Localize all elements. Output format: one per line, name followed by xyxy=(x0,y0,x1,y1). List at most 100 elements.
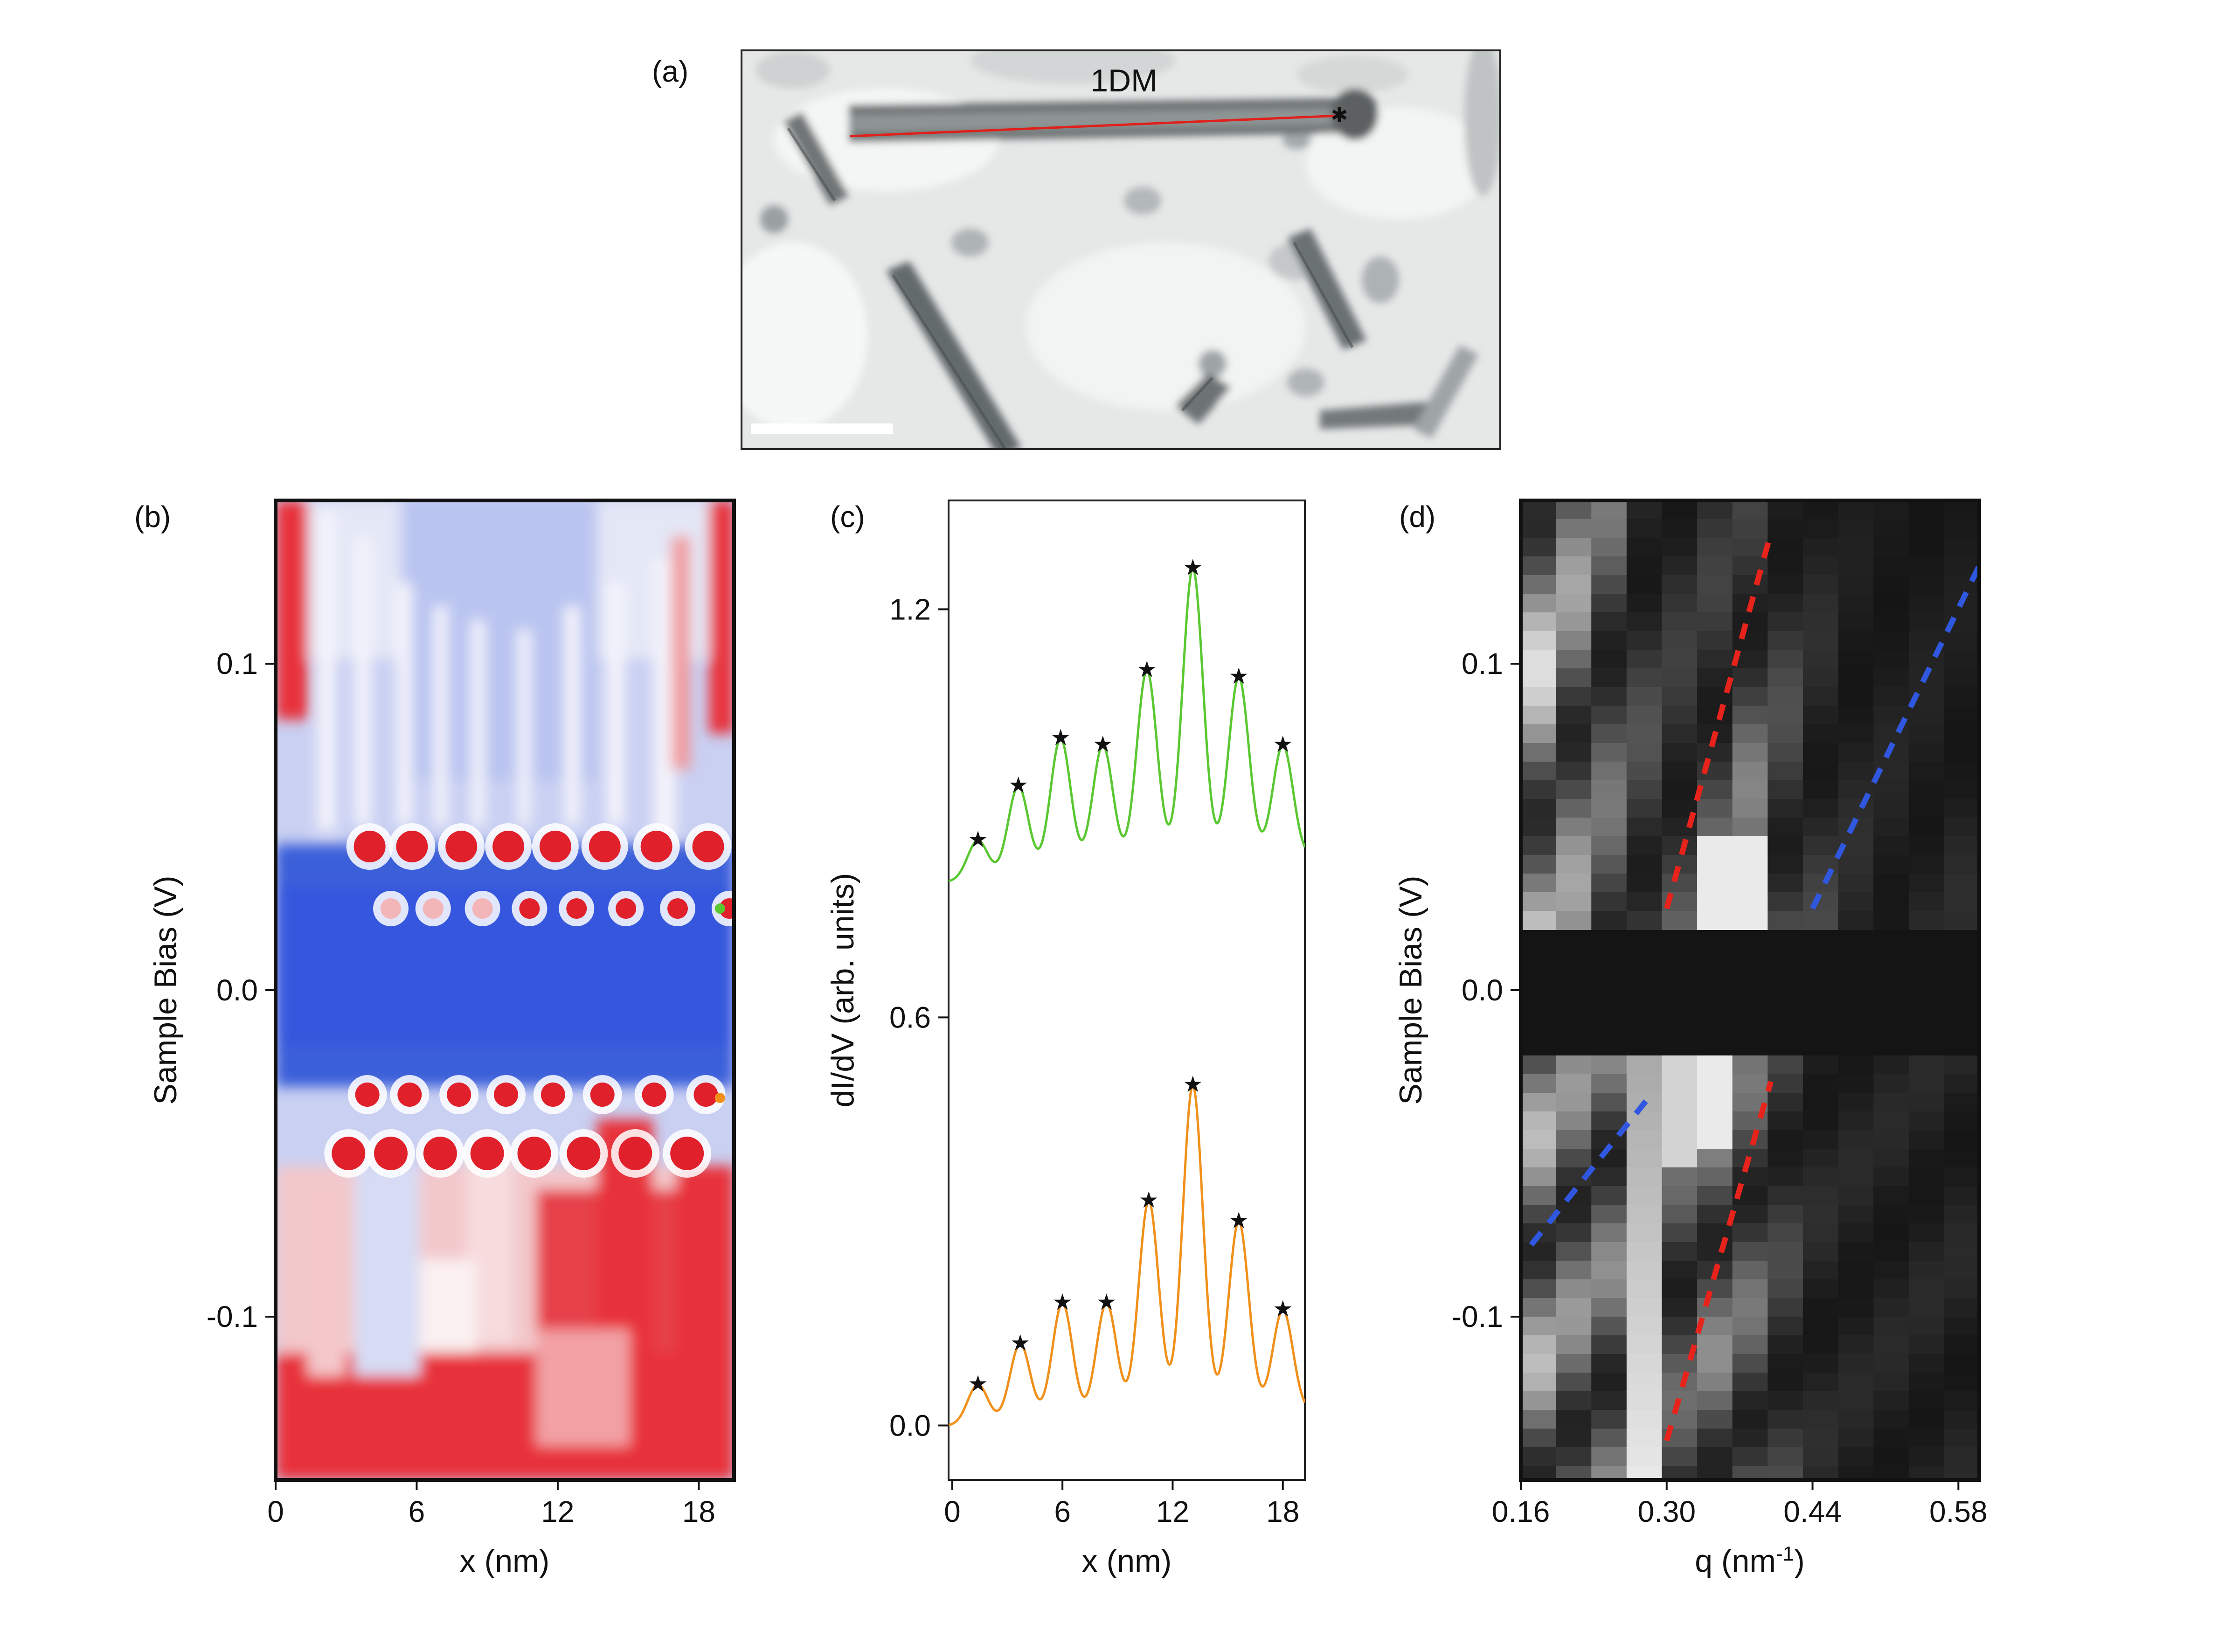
fft-cell xyxy=(1662,1186,1698,1205)
y-tick-label: 0.0 xyxy=(889,1409,931,1442)
fft-cell xyxy=(1944,1149,1979,1168)
fft-cell xyxy=(1908,762,1945,781)
fft-cell xyxy=(1873,1429,1909,1448)
fft-cell xyxy=(1768,1429,1803,1448)
fft-cell xyxy=(1838,575,1874,594)
fft-cell xyxy=(1626,1130,1663,1149)
fft-column-strips xyxy=(1521,500,1979,1480)
fft-cell xyxy=(1838,1279,1874,1298)
peak-spot xyxy=(589,831,621,862)
fft-cell xyxy=(1873,1074,1909,1093)
fft-cell xyxy=(1802,1167,1839,1187)
fft-cell xyxy=(1802,668,1839,687)
fft-cell xyxy=(1838,1335,1874,1354)
fft-cell xyxy=(1944,855,1979,874)
peak-star-icon: ★ xyxy=(1273,1297,1293,1321)
panel-b-ylabel: Sample Bias (V) xyxy=(148,875,183,1104)
fft-cell xyxy=(1768,1354,1803,1373)
fft-cell xyxy=(1768,1111,1803,1131)
fft-cell xyxy=(1838,650,1874,669)
peak-spot xyxy=(640,831,672,862)
fft-cell xyxy=(1556,1373,1592,1392)
fft-cell xyxy=(1521,706,1557,725)
fft-cell xyxy=(1556,1447,1592,1466)
fft-cell xyxy=(1802,1242,1839,1261)
fft-cell xyxy=(1838,1466,1874,1480)
fft-cell xyxy=(1838,1111,1874,1131)
y-tick-label: -0.1 xyxy=(207,1300,258,1333)
fft-cell xyxy=(1626,1298,1663,1317)
fft-cell xyxy=(1626,612,1663,632)
fft-cell xyxy=(1768,1373,1803,1392)
bias-map-peak-spots xyxy=(324,823,734,1178)
fft-cell xyxy=(1626,836,1663,855)
fft-cell xyxy=(1944,1242,1979,1261)
fft-cell xyxy=(1556,1223,1592,1242)
fft-cell xyxy=(1838,1055,1874,1075)
fft-cell xyxy=(1838,1093,1874,1112)
fft-cell xyxy=(1662,1410,1698,1429)
fft-cell xyxy=(1521,836,1557,855)
fft-cell xyxy=(1626,911,1663,930)
fft-cell xyxy=(1873,1317,1909,1336)
fft-cell xyxy=(1556,892,1592,911)
peak-spot xyxy=(354,831,386,862)
fft-cell xyxy=(1732,538,1768,557)
fft-cell xyxy=(1944,1111,1979,1131)
fft-cell xyxy=(1838,1149,1874,1168)
fft-cell xyxy=(1908,706,1945,725)
fft-cell xyxy=(1838,1186,1874,1205)
fft-cell xyxy=(1521,911,1557,930)
fft-cell xyxy=(1908,1223,1945,1242)
fft-cell xyxy=(1802,594,1839,613)
fft-cell xyxy=(1768,1317,1803,1336)
peak-spot xyxy=(519,898,540,919)
fft-cell xyxy=(1521,575,1557,594)
annotation-1dm: 1DM xyxy=(1090,63,1158,98)
fft-cell xyxy=(1556,1055,1592,1075)
fft-cell xyxy=(1908,1111,1945,1131)
fft-cell xyxy=(1521,687,1557,706)
fft-cell xyxy=(1556,1317,1592,1336)
fft-cell xyxy=(1556,836,1592,855)
fft-cell xyxy=(1802,911,1839,930)
linecut-path xyxy=(849,114,1340,138)
fft-cell xyxy=(1732,724,1768,743)
fft-cell xyxy=(1591,1167,1627,1187)
fft-cell xyxy=(1802,631,1839,650)
peak-spot xyxy=(616,898,637,919)
fft-cell xyxy=(1662,1373,1698,1392)
peak-star-icon: ★ xyxy=(1093,732,1113,757)
fft-cell xyxy=(1908,1298,1945,1317)
fft-cell xyxy=(1591,1410,1627,1429)
fft-cell xyxy=(1697,1205,1733,1224)
fft-cell xyxy=(1697,631,1733,650)
panel-b-label: (b) xyxy=(134,500,171,534)
y-tick-label: -0.1 xyxy=(1452,1300,1503,1333)
peak-spot xyxy=(472,898,493,919)
fft-cell xyxy=(1908,1466,1945,1480)
x-tick-label: 18 xyxy=(1266,1495,1299,1528)
fft-cell xyxy=(1626,1466,1663,1480)
fft-cell xyxy=(1556,855,1592,874)
fft-cell xyxy=(1944,687,1979,706)
fft-cell xyxy=(1697,1093,1733,1112)
fft-cell xyxy=(1838,1410,1874,1429)
fft-cell xyxy=(1768,1167,1803,1187)
fft-cell xyxy=(1732,1447,1768,1466)
fft-cell xyxy=(1873,687,1909,706)
fft-cell xyxy=(1732,706,1768,725)
fft-cell xyxy=(1556,706,1592,725)
fft-cell xyxy=(1591,538,1627,557)
fft-heatmap xyxy=(1521,500,1979,1480)
fft-cell xyxy=(1908,556,1945,576)
peak-spot xyxy=(539,831,571,862)
fft-cell xyxy=(1838,594,1874,613)
fft-cell xyxy=(1521,594,1557,613)
fft-cell xyxy=(1697,1335,1733,1354)
panel-b: (b) xyxy=(134,499,736,1579)
fft-cell xyxy=(1556,687,1592,706)
fft-cell xyxy=(1626,1205,1663,1224)
panel-d: (d) 0.16 0.30 0.44 0.58 0.1 0.0 -0.1 Sample Bi… xyxy=(1393,499,1988,1579)
peak-spot xyxy=(396,831,428,862)
